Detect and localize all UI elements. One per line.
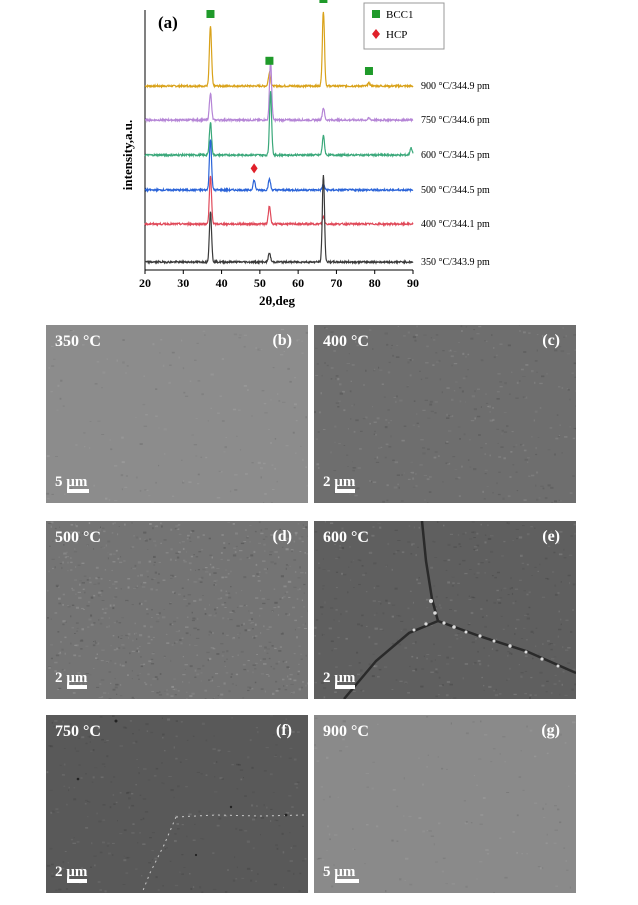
scale-bar-label: 2 µm (55, 864, 88, 880)
xrd-series-line (144, 174, 414, 266)
xrd-curves (144, 11, 414, 266)
xrd-series-line (144, 11, 414, 90)
legend-hcp-label: HCP (386, 29, 407, 41)
phase-markers (206, 0, 373, 174)
series-label: 600 °C/344.5 pm (421, 150, 490, 161)
x-tick-label: 80 (369, 276, 381, 290)
micrograph-texture (46, 521, 308, 699)
scale-bar-label: 5 µm (323, 864, 356, 880)
panel-letter: (c) (542, 332, 560, 349)
micrograph-texture (314, 521, 576, 699)
xrd-series-line (144, 175, 414, 228)
scale-bar (67, 685, 87, 689)
scale-bar-label: 2 µm (323, 474, 356, 490)
micrograph-texture (46, 328, 308, 503)
hcp-peak-marker (250, 163, 258, 174)
bcc1-peak-marker (206, 10, 215, 18)
xrd-series-line (144, 61, 414, 124)
x-tick-label: 70 (330, 276, 342, 290)
panel-letter: (f) (276, 722, 292, 739)
scale-bar (335, 489, 355, 493)
temperature-label: 500 °C (55, 529, 101, 546)
x-tick-label: 50 (254, 276, 266, 290)
legend: BCC1 HCP (363, 2, 445, 50)
micrograph-texture (314, 716, 576, 893)
x-axis-label: 2θ,deg (259, 293, 296, 308)
scale-bar (335, 879, 359, 883)
bcc1-peak-marker (265, 56, 274, 65)
temperature-label: 350 °C (55, 333, 101, 350)
panel-letter: (b) (272, 332, 292, 349)
x-tick-label: 20 (139, 276, 151, 290)
panel-letter: (e) (542, 528, 560, 545)
series-label: 400 °C/344.1 pm (421, 219, 490, 230)
sem-panel-750: 750 °C (f) 2 µm (46, 715, 308, 893)
scale-bar-label: 5 µm (55, 474, 88, 490)
bcc1-peak-marker (364, 67, 373, 75)
scale-bar (335, 685, 355, 689)
x-tick-label: 40 (216, 276, 228, 290)
xrd-series-line (144, 139, 414, 194)
xrd-series-line (144, 91, 414, 159)
grain-noise (46, 521, 308, 699)
grain-boundaries (141, 814, 305, 893)
xrd-chart: 20 30 40 50 60 70 80 90 900 °C/344.9 pm 750 °C/3… (120, 0, 490, 308)
surface-pits (76, 719, 288, 857)
series-labels: 900 °C/344.9 pm 750 °C/344.6 pm 600 °C/344… (421, 81, 490, 268)
grain-boundaries (343, 521, 576, 699)
temperature-label: 900 °C (323, 723, 369, 740)
scale-bar (67, 489, 89, 493)
grain-noise (46, 715, 307, 893)
sem-panel-500: 500 °C (d) 2 µm (46, 521, 308, 699)
micrograph-texture (314, 325, 576, 503)
series-label: 350 °C/343.9 pm (421, 257, 490, 268)
bcc1-peak-marker (319, 0, 328, 3)
series-label: 500 °C/344.5 pm (421, 185, 490, 196)
scale-bar-label: 2 µm (55, 670, 88, 686)
grain-noise (46, 328, 308, 503)
sem-panel-400: 400 °C (c) 2 µm (314, 325, 576, 503)
panel-a-label: (a) (158, 13, 178, 32)
y-axis-label: intensity,a.u. (120, 120, 135, 190)
panel-letter: (d) (272, 528, 292, 545)
grain-noise (314, 716, 576, 893)
panel-letter: (g) (541, 722, 560, 739)
scale-bar (67, 879, 87, 883)
temperature-label: 600 °C (323, 529, 369, 546)
legend-bcc1-label: BCC1 (386, 9, 414, 21)
grain-noise (314, 325, 576, 503)
plot-frame (144, 10, 413, 271)
sem-panel-600: 600 °C (e) 2 µm (314, 521, 576, 699)
grain-noise (314, 521, 576, 699)
x-tick-labels: 20 30 40 50 60 70 80 90 (139, 270, 419, 290)
x-tick-label: 30 (177, 276, 189, 290)
series-label: 750 °C/344.6 pm (421, 115, 490, 126)
boundary-precipitates (412, 599, 560, 668)
temperature-label: 400 °C (323, 333, 369, 350)
legend-bcc1-marker (372, 10, 380, 18)
temperature-label: 750 °C (55, 723, 101, 740)
scale-bar-label: 2 µm (323, 670, 356, 686)
micrograph-texture (46, 715, 307, 893)
sem-panel-900: 900 °C (g) 5 µm (314, 715, 576, 893)
x-tick-label: 90 (407, 276, 419, 290)
x-tick-label: 60 (292, 276, 304, 290)
legend-hcp-marker (372, 29, 380, 39)
sem-panel-350: 350 °C (b) 5 µm (46, 325, 308, 503)
series-label: 900 °C/344.9 pm (421, 81, 490, 92)
